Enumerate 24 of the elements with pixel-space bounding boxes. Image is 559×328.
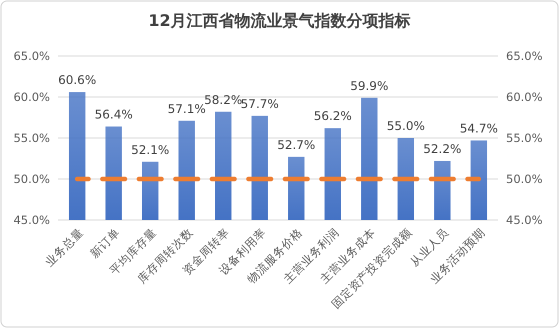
- chart-title: 12月江西省物流业景气指数分项指标: [148, 11, 411, 30]
- data-label: 57.7%: [240, 96, 279, 111]
- data-label: 60.6%: [58, 73, 96, 88]
- x-tick-label: 业务总量: [42, 225, 86, 269]
- y-tick-label: 65.0%: [13, 49, 50, 64]
- y-tick-label: 45.0%: [13, 213, 50, 228]
- y2-tick-label: 50.0%: [506, 172, 543, 186]
- data-label: 56.2%: [314, 109, 352, 124]
- data-label: 58.2%: [204, 92, 242, 107]
- y-tick-label: 55.0%: [13, 131, 50, 146]
- data-label: 57.1%: [168, 102, 206, 116]
- data-label: 52.2%: [423, 142, 462, 156]
- y2-tick-label: 60.0%: [506, 90, 543, 104]
- y2-tick-label: 45.0%: [506, 213, 543, 228]
- data-label: 55.0%: [386, 119, 425, 133]
- data-label: 52.7%: [277, 138, 316, 152]
- data-label: 52.1%: [131, 142, 170, 157]
- data-label: 59.9%: [350, 78, 388, 93]
- data-label: 54.7%: [460, 121, 498, 136]
- data-label: 56.4%: [94, 108, 133, 122]
- y-tick-label: 50.0%: [13, 172, 50, 186]
- y2-tick-label: 65.0%: [506, 49, 543, 64]
- y-tick-label: 60.0%: [13, 90, 50, 104]
- y2-tick-label: 55.0%: [506, 131, 543, 146]
